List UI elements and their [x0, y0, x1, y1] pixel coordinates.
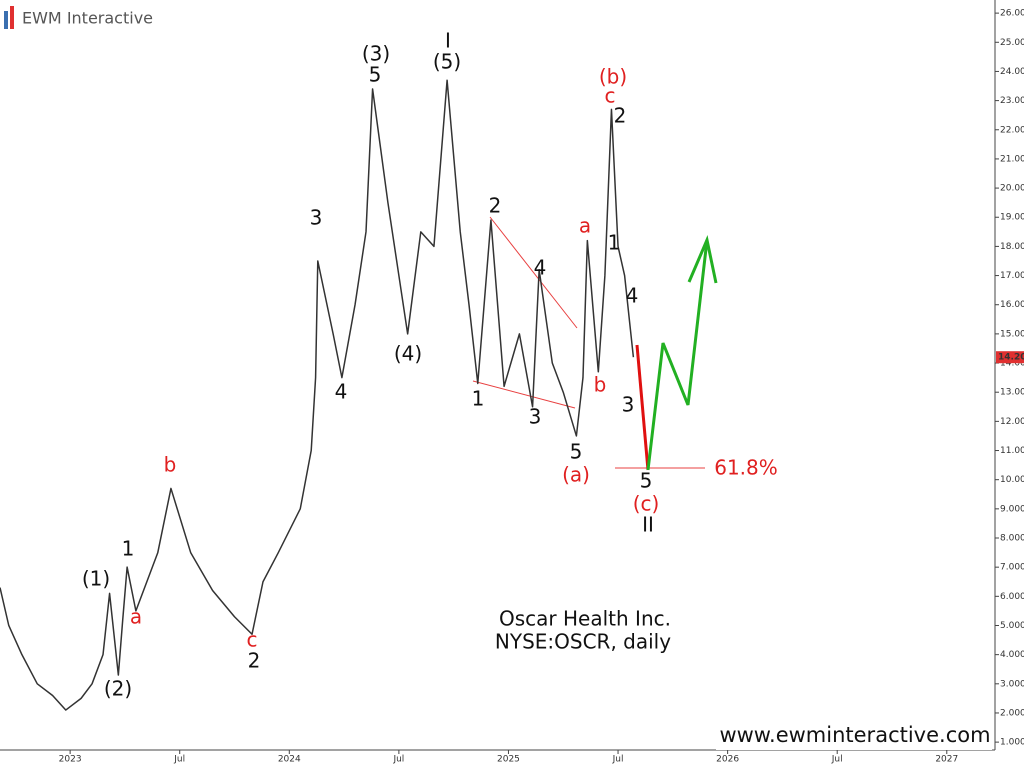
- y-tick-label: 11.000: [1000, 446, 1024, 456]
- wave-label: 4: [626, 284, 639, 308]
- x-tick-label: Jul: [173, 755, 185, 765]
- wave-label: 5: [369, 63, 382, 87]
- chart-subtitle: NYSE:OSCR, daily: [495, 630, 671, 654]
- y-tick-label: 22.000: [1000, 125, 1024, 135]
- y-tick-label: 12.000: [1000, 417, 1024, 427]
- y-tick-label: 14.000: [1000, 359, 1024, 369]
- trendline: [472, 380, 576, 409]
- y-tick-label: 20.000: [1000, 184, 1024, 194]
- wave-label: (c): [633, 492, 660, 516]
- wave-label: 2: [614, 104, 627, 128]
- y-tick-label: 9.000: [1000, 504, 1024, 514]
- last-price-box: [996, 351, 1024, 364]
- logo-icon: [10, 6, 14, 29]
- wave-label: a: [130, 605, 142, 629]
- y-tick-label: 5.000: [1000, 621, 1024, 631]
- y-tick-label: 10.000: [1000, 475, 1024, 485]
- wave-label: 3: [622, 393, 635, 417]
- logo: EWM Interactive: [4, 6, 153, 29]
- y-tick-label: 7.000: [1000, 563, 1024, 573]
- wave-label: 5: [640, 469, 653, 493]
- brand: EWM Interactive: [22, 9, 153, 28]
- y-tick-label: 3.000: [1000, 679, 1024, 689]
- wave-label: 61.8%: [714, 456, 778, 480]
- price-line: [0, 79, 635, 711]
- wave-label: b: [164, 453, 177, 477]
- wave-label: 2: [248, 649, 261, 673]
- x-tick-label: 2025: [497, 755, 520, 765]
- y-tick-label: 16.000: [1000, 300, 1024, 310]
- wave-label: (4): [394, 342, 422, 366]
- y-tick-label: 17.000: [1000, 271, 1024, 281]
- y-tick-label: 4.000: [1000, 650, 1024, 660]
- wave-label: I: [445, 29, 451, 53]
- y-tick-label: 24.000: [1000, 67, 1024, 77]
- y-tick-label: 25.000: [1000, 38, 1024, 48]
- wave-label: 1: [122, 537, 135, 561]
- y-tick-label: 13.000: [1000, 388, 1024, 398]
- x-tick-label: 2024: [278, 755, 301, 765]
- wave-label: 2: [489, 194, 502, 218]
- chart-title: Oscar Health Inc.: [499, 607, 671, 631]
- wave-label: (1): [82, 567, 110, 591]
- trendline: [489, 216, 578, 329]
- wave-label: 4: [534, 256, 547, 280]
- wave-label: 3: [529, 405, 542, 429]
- wave-label: (5): [433, 50, 461, 74]
- source-bg: [716, 722, 992, 750]
- x-tick-label: Jul: [831, 755, 843, 765]
- projection-arrow: [687, 235, 718, 284]
- y-tick-label: 6.000: [1000, 592, 1024, 602]
- y-tick-label: 1.000: [1000, 738, 1024, 748]
- x-tick-label: 2026: [716, 755, 739, 765]
- x-tick-label: 2027: [935, 755, 958, 765]
- wave-label: (2): [104, 677, 132, 701]
- wave-label: 1: [608, 231, 621, 255]
- wave-label: 3: [310, 206, 323, 230]
- wave-label: 1: [472, 387, 485, 411]
- y-tick-label: 21.000: [1000, 154, 1024, 164]
- wave-label: c: [605, 84, 616, 108]
- wave-label: (3): [362, 42, 390, 66]
- wave-label: 4: [335, 380, 348, 404]
- wave-label: a: [579, 214, 591, 238]
- wave-label: (b): [599, 65, 627, 89]
- projection-path: [646, 239, 709, 471]
- projection-wave: [635, 344, 650, 471]
- y-tick-label: 19.000: [1000, 213, 1024, 223]
- source: www.ewminteractive.com: [719, 723, 990, 747]
- y-tick-label: 15.000: [1000, 329, 1024, 339]
- y-tick-label: 23.000: [1000, 96, 1024, 106]
- x-tick-label: 2023: [59, 755, 82, 765]
- y-tick-label: 18.000: [1000, 242, 1024, 252]
- wave-label: 5: [570, 440, 583, 464]
- wave-label: (a): [562, 463, 590, 487]
- x-tick-label: Jul: [612, 755, 624, 765]
- last-price-label: 14.20: [998, 353, 1024, 363]
- logo-icon: [4, 11, 8, 29]
- y-tick-label: 26.000: [1000, 9, 1024, 19]
- y-tick-label: 2.000: [1000, 708, 1024, 718]
- y-tick-label: 8.000: [1000, 534, 1024, 544]
- wave-label: II: [642, 513, 654, 537]
- x-tick-label: Jul: [392, 755, 404, 765]
- wave-label: b: [594, 373, 607, 397]
- trendlines: [472, 216, 705, 469]
- wave-label: c: [247, 628, 258, 652]
